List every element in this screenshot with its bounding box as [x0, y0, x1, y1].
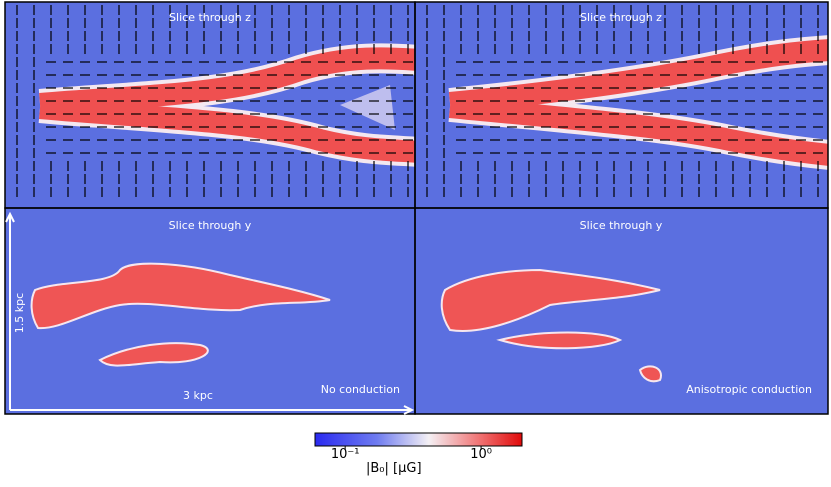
scale-height: 1.5 kpc — [13, 293, 26, 333]
panel-label: Anisotropic conduction — [686, 383, 812, 396]
field-lines — [16, 5, 823, 197]
colorbar-tick-label: 10⁰ — [470, 447, 492, 462]
panel-title: Slice through y — [169, 219, 252, 232]
colorbar-label: |B₀| [μG] — [366, 461, 422, 476]
panel-label: No conduction — [321, 383, 400, 396]
scale-width: 3 kpc — [183, 389, 213, 402]
scale-bar — [5, 211, 415, 415]
panel-title: Slice through z — [580, 11, 662, 24]
frames — [4, 1, 829, 415]
panel-title: Slice through y — [580, 219, 663, 232]
colorbar: |B₀| [μG] 10⁻¹ 10⁰ — [314, 432, 523, 476]
colorbar-gradient — [314, 432, 523, 447]
panel-title: Slice through z — [169, 11, 251, 24]
panels: Slice through z Slice through z Slice th… — [4, 1, 829, 415]
plasma — [30, 262, 662, 383]
colorbar-tick-label: 10⁻¹ — [331, 447, 360, 462]
jets — [448, 35, 828, 170]
